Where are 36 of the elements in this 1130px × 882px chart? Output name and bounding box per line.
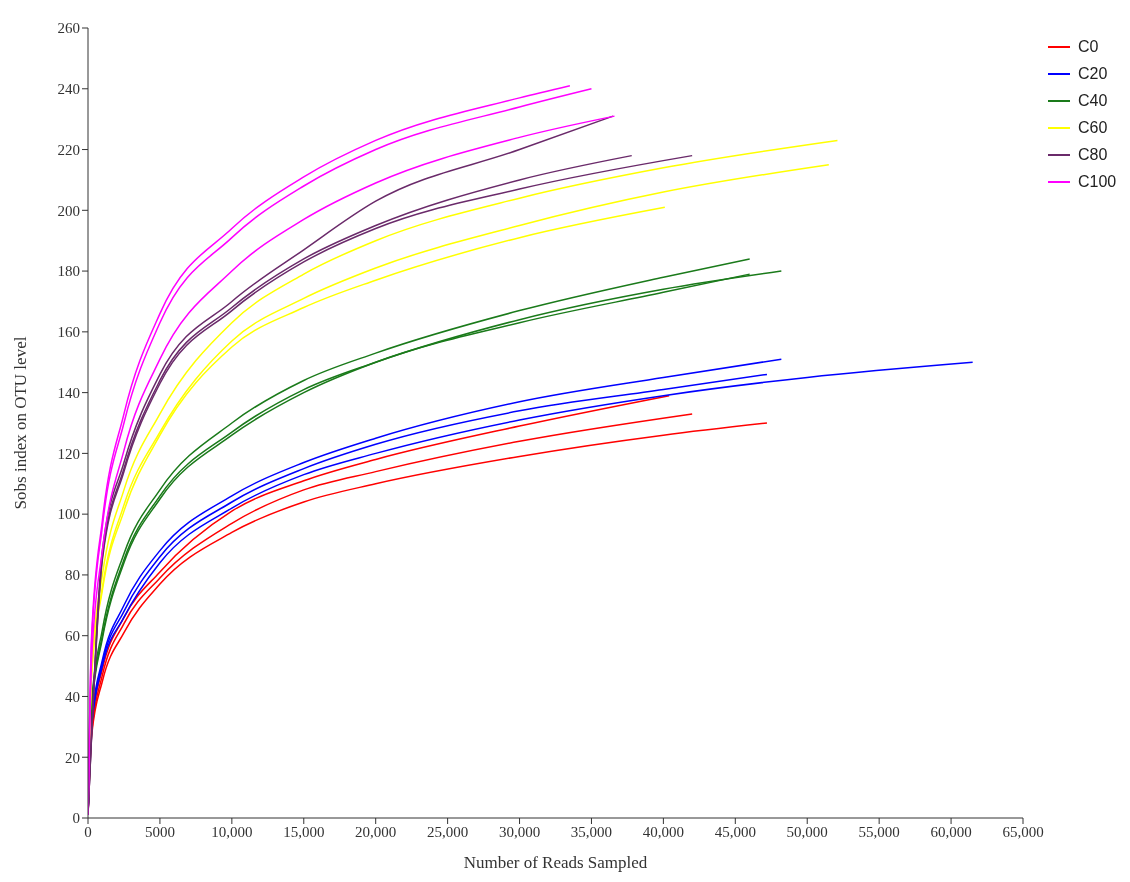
y-tick-label: 260 (57, 20, 80, 37)
x-tick-label: 35,000 (570, 823, 613, 840)
x-axis-title: Number of Reads Sampled (463, 853, 648, 872)
x-tick-label: 40,000 (642, 823, 685, 840)
x-tick-label: 60,000 (930, 823, 972, 840)
y-tick-label: 120 (57, 445, 80, 462)
x-tick-label: 25,000 (426, 823, 469, 840)
y-tick-label: 220 (57, 141, 80, 158)
legend-label: C0 (1078, 38, 1099, 56)
legend-label: C60 (1078, 119, 1108, 137)
y-tick-label: 100 (57, 506, 80, 523)
y-tick-label: 20 (65, 749, 80, 766)
x-tick-label: 50,000 (786, 823, 828, 840)
x-tick-label: 10,000 (211, 823, 253, 840)
y-tick-label: 80 (65, 567, 80, 584)
legend-label: C80 (1078, 146, 1108, 164)
x-tick-label: 55,000 (858, 823, 900, 840)
y-axis-title: Sobs index on OTU level (11, 336, 31, 510)
x-tick-label: 15,000 (283, 823, 325, 840)
x-tick-label: 5000 (144, 823, 175, 840)
y-tick-label: 60 (65, 628, 80, 645)
y-tick-label: 140 (57, 384, 80, 401)
x-tick-label: 45,000 (714, 823, 756, 840)
x-tick-label: 30,000 (498, 823, 541, 840)
x-tick-label: 65,000 (1002, 823, 1044, 840)
x-tick-label: 20,000 (355, 823, 397, 840)
y-tick-label: 240 (57, 81, 80, 98)
y-tick-label: 0 (72, 810, 80, 827)
legend-label: C100 (1078, 173, 1117, 191)
y-tick-label: 200 (57, 202, 80, 219)
legend-label: C20 (1078, 65, 1108, 83)
y-tick-label: 160 (57, 324, 80, 341)
legend-label: C40 (1078, 92, 1108, 110)
x-tick-label: 0 (84, 823, 92, 840)
y-tick-label: 40 (65, 688, 80, 705)
y-tick-label: 180 (57, 263, 80, 280)
